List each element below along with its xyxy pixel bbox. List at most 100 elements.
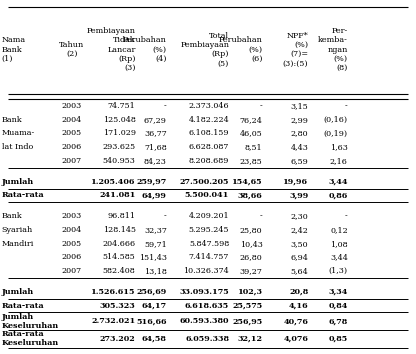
Text: 39,27: 39,27 [240,267,262,275]
Text: 67,29: 67,29 [144,116,167,124]
Text: 2006: 2006 [62,143,82,151]
Text: 60.593.380: 60.593.380 [180,317,229,325]
Text: 96.811: 96.811 [108,212,136,220]
Text: -: - [345,212,348,220]
Text: 8.208.689: 8.208.689 [189,157,229,165]
Text: Rata-rata: Rata-rata [2,302,44,310]
Text: 1,63: 1,63 [330,143,348,151]
Text: 4,43: 4,43 [290,143,308,151]
Text: Total
Pembiayaan
(Rp)
(5): Total Pembiayaan (Rp) (5) [180,32,229,67]
Text: 582.408: 582.408 [103,267,136,275]
Text: 2005: 2005 [62,130,82,137]
Text: Bank: Bank [2,212,22,220]
Text: Mandiri: Mandiri [2,240,34,248]
Text: 0,85: 0,85 [329,335,348,343]
Text: (0,19): (0,19) [324,130,348,137]
Text: 74.751: 74.751 [108,102,136,110]
Text: 2005: 2005 [62,240,82,248]
Text: 32,12: 32,12 [238,335,262,343]
Text: 273.202: 273.202 [100,335,136,343]
Text: 259,97: 259,97 [136,178,167,186]
Text: 2007: 2007 [62,157,82,165]
Text: -: - [164,102,167,110]
Text: -: - [345,102,348,110]
Text: 2.373.046: 2.373.046 [188,102,229,110]
Text: 5,64: 5,64 [290,267,308,275]
Text: 3,99: 3,99 [289,192,308,199]
Text: 1.526.615: 1.526.615 [91,288,136,296]
Text: Pembiayaan
Tidak
Lancar
(Rp)
(3): Pembiayaan Tidak Lancar (Rp) (3) [87,27,136,72]
Text: 6.108.159: 6.108.159 [189,130,229,137]
Text: 2,16: 2,16 [330,157,348,165]
Text: 10.326.374: 10.326.374 [183,267,229,275]
Text: 32,37: 32,37 [144,226,167,234]
Text: 2004: 2004 [62,116,82,124]
Text: Per-
kemba-
ngan
(%)
(8): Per- kemba- ngan (%) (8) [318,27,348,72]
Text: Nama
Bank
(1): Nama Bank (1) [2,36,26,63]
Text: 5.847.598: 5.847.598 [189,240,229,248]
Text: 3,15: 3,15 [290,102,308,110]
Text: 5.500.041: 5.500.041 [185,192,229,199]
Text: 6,78: 6,78 [329,317,348,325]
Text: 204.666: 204.666 [102,240,136,248]
Text: 3,44: 3,44 [328,178,348,186]
Text: 4.209.201: 4.209.201 [188,212,229,220]
Text: Tahun
(2): Tahun (2) [59,41,84,58]
Text: 3,50: 3,50 [291,240,308,248]
Text: 171.029: 171.029 [103,130,136,137]
Text: 6.618.635: 6.618.635 [185,302,229,310]
Text: 0,12: 0,12 [330,226,348,234]
Text: (0,16): (0,16) [324,116,348,124]
Text: 241.081: 241.081 [99,192,136,199]
Text: 293.625: 293.625 [102,143,136,151]
Text: 1,08: 1,08 [330,240,348,248]
Text: Jumlah
Keseluruhan: Jumlah Keseluruhan [2,313,59,330]
Text: 102,3: 102,3 [238,288,262,296]
Text: 1.205.406: 1.205.406 [91,178,136,186]
Text: Muama-: Muama- [2,130,35,137]
Text: -: - [164,212,167,220]
Text: 4.182.224: 4.182.224 [188,116,229,124]
Text: 305.323: 305.323 [100,302,136,310]
Text: 2006: 2006 [62,253,82,261]
Text: Syariah: Syariah [2,226,33,234]
Text: 26,80: 26,80 [240,253,262,261]
Text: Rata-rata
Keseluruhan: Rata-rata Keseluruhan [2,330,59,347]
Text: 27.500.205: 27.500.205 [180,178,229,186]
Text: Jumlah: Jumlah [2,178,34,186]
Text: NPF*
(%)
(7)=
(3):(5): NPF* (%) (7)= (3):(5) [282,32,308,67]
Text: 25,80: 25,80 [240,226,262,234]
Text: 516,66: 516,66 [136,317,167,325]
Text: 0,84: 0,84 [328,302,348,310]
Text: 76,24: 76,24 [240,116,262,124]
Text: 84,23: 84,23 [144,157,167,165]
Text: Perubahan
(%)
(4): Perubahan (%) (4) [123,36,167,63]
Text: 46,05: 46,05 [240,130,262,137]
Text: 151,43: 151,43 [139,253,167,261]
Text: 71,68: 71,68 [144,143,167,151]
Text: 40,76: 40,76 [283,317,308,325]
Text: 64,58: 64,58 [142,335,167,343]
Text: 154,65: 154,65 [232,178,262,186]
Text: 540.953: 540.953 [103,157,136,165]
Text: 125.048: 125.048 [103,116,136,124]
Text: 6.628.087: 6.628.087 [189,143,229,151]
Text: 38,66: 38,66 [238,192,262,199]
Text: 2003: 2003 [62,212,82,220]
Text: 3,44: 3,44 [330,253,348,261]
Text: 13,18: 13,18 [144,267,167,275]
Text: 4,16: 4,16 [289,302,308,310]
Text: 25,575: 25,575 [232,302,262,310]
Text: 2007: 2007 [62,267,82,275]
Text: Rata-rata: Rata-rata [2,192,44,199]
Text: Bank: Bank [2,116,22,124]
Text: 36,77: 36,77 [144,130,167,137]
Text: 2,42: 2,42 [290,226,308,234]
Text: Jumlah: Jumlah [2,288,34,296]
Text: 2003: 2003 [62,102,82,110]
Text: 0,86: 0,86 [329,192,348,199]
Text: 19,96: 19,96 [283,178,308,186]
Text: 6,94: 6,94 [290,253,308,261]
Text: 2.732.021: 2.732.021 [92,317,136,325]
Text: 2004: 2004 [62,226,82,234]
